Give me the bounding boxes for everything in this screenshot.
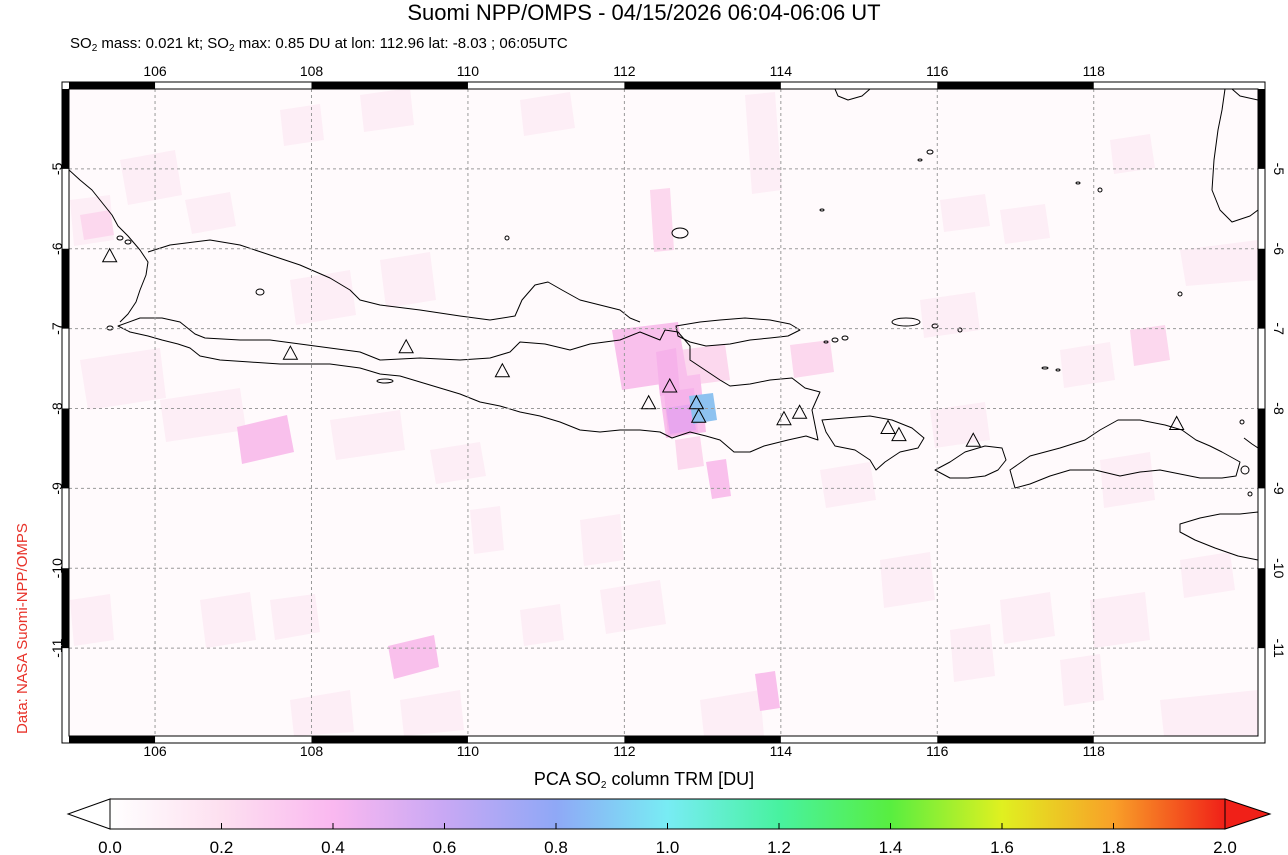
frame-bar	[62, 568, 69, 649]
volcano-markers	[101, 247, 1185, 447]
lat-tick-label: -7	[49, 322, 65, 335]
frame-bar	[1258, 89, 1265, 169]
lon-tick-label: 118	[1083, 63, 1106, 79]
volcano-icon	[880, 419, 896, 434]
so2-max-subscript: 2	[228, 43, 235, 54]
so2-mass-value: mass: 0.021 kt; SO	[97, 35, 229, 52]
so2-stats-line: SO2 mass: 0.021 kt; SO2 max: 0.85 DU at …	[70, 35, 568, 58]
lon-tick-label: 110	[457, 63, 480, 79]
volcano-icon	[688, 394, 705, 410]
colorbar-tick-label: 1.0	[656, 838, 680, 855]
lat-tick-label: -5	[49, 162, 65, 175]
frame-bar	[62, 89, 69, 169]
frame-bar	[1258, 408, 1265, 489]
colorbar-tick-label: 0.4	[321, 838, 345, 855]
volcano-icon	[690, 408, 707, 423]
so2-map: 106 106 108 108 110 110 112 112 114 114 116 116 118 1…	[49, 63, 1287, 759]
colorbar-title-sub: 2	[600, 780, 607, 791]
frame-bar	[62, 408, 69, 489]
frame-bar	[937, 82, 1094, 89]
lon-tick-label: 118	[1083, 743, 1106, 759]
colorbar-tick-label: 1.4	[879, 838, 903, 855]
colorbar-tick-label: 1.8	[1102, 838, 1126, 855]
lat-tick-label: -7	[1271, 322, 1287, 335]
colorbar-title-suffix: column TRM [DU]	[606, 769, 755, 789]
colorbar-low-arrow	[66, 798, 111, 830]
lon-tick-label: 114	[770, 63, 793, 79]
coast-sumbawa	[1009, 419, 1241, 489]
so2-field	[69, 89, 1258, 736]
colorbar-tick-label: 0.6	[433, 838, 457, 855]
frame-bar	[69, 736, 156, 743]
frame-bar	[1258, 248, 1265, 329]
lon-tick-label: 112	[613, 743, 636, 759]
lat-tick-label: -11	[1271, 639, 1287, 658]
volcano-icon	[282, 345, 299, 360]
so2-max-value: max: 0.85 DU at lon: 112.96 lat: -8.03 ;…	[234, 35, 568, 52]
frame-bar	[62, 248, 69, 329]
volcano-icon	[101, 247, 118, 263]
lat-tick-label: -5	[1271, 163, 1287, 176]
coast-sumba	[1179, 511, 1258, 561]
lat-tick-label: -8	[1271, 402, 1287, 415]
coastlines	[69, 89, 1258, 561]
colorbar-tick-label: 0.0	[98, 838, 122, 855]
lon-tick-label: 110	[457, 743, 480, 759]
map-axis-labels: 106 106 108 108 110 110 112 112 114 114 116 116 118 1…	[49, 63, 1287, 759]
frame-bar	[1258, 568, 1265, 649]
colorbar-tick-label: 1.6	[990, 838, 1014, 855]
coast-bali	[821, 415, 925, 471]
lat-tick-label: -6	[1271, 243, 1287, 256]
graticule	[69, 89, 1258, 736]
frame-outline	[61, 81, 1266, 744]
lat-tick-label: -10	[49, 558, 65, 578]
lon-tick-label: 106	[143, 743, 167, 759]
colorbar-high-arrow	[1224, 798, 1272, 830]
colorbar-title-prefix: PCA SO	[533, 769, 601, 789]
frame-bar	[624, 736, 781, 743]
lat-tick-label: -10	[1271, 558, 1287, 578]
volcano-icon	[1168, 415, 1185, 430]
volcano-icon	[398, 338, 414, 354]
volcano-icon	[776, 410, 792, 426]
volcano-icon	[661, 377, 678, 393]
lon-tick-label: 116	[926, 743, 949, 759]
lat-tick-label: -9	[1271, 482, 1287, 495]
colorbar-tick-label: 1.2	[767, 838, 791, 855]
lon-tick-label: 116	[926, 63, 949, 79]
so2-mass-subscript: 2	[91, 43, 98, 54]
frame-bar	[311, 736, 468, 743]
lat-tick-label: -6	[49, 242, 65, 255]
frame-bar	[937, 736, 1094, 743]
plot-area-outline	[68, 88, 1259, 737]
frame-bar	[311, 82, 468, 89]
coast-lombok	[934, 445, 1007, 479]
frame-bar	[624, 82, 781, 89]
colorbar-tick-label: 2.0	[1213, 838, 1237, 855]
map-frame	[61, 81, 1266, 744]
so2-mass-label: SO	[70, 35, 92, 52]
colorbar: 0.0 0.2 0.4 0.6 0.8 1.0 1.2 1.4 1.6 1.8 2.0	[66, 798, 1272, 855]
volcano-icon	[965, 432, 982, 447]
volcano-icon	[640, 394, 657, 410]
frame-bar	[69, 82, 156, 89]
colorbar-tick-label: 0.8	[544, 838, 568, 855]
lon-tick-label: 106	[143, 63, 167, 79]
lat-tick-label: -11	[49, 638, 65, 657]
lat-tick-label: -9	[49, 482, 65, 495]
coast-java	[117, 317, 821, 453]
coast-madura	[675, 317, 801, 347]
volcano-icon	[891, 426, 907, 442]
page-title: Suomi NPP/OMPS - 04/15/2026 06:04-06:06 …	[407, 0, 881, 25]
colorbar-title: PCA SO2 column TRM [DU]	[0, 768, 1288, 797]
colorbar-tick-label: 0.2	[210, 838, 234, 855]
lon-tick-label: 108	[300, 743, 324, 759]
lon-tick-label: 108	[300, 63, 324, 79]
lat-tick-label: -8	[49, 402, 65, 415]
lon-tick-label: 114	[770, 743, 793, 759]
lon-tick-label: 112	[613, 63, 636, 79]
volcano-icon	[791, 404, 808, 419]
volcano-icon	[494, 362, 511, 378]
